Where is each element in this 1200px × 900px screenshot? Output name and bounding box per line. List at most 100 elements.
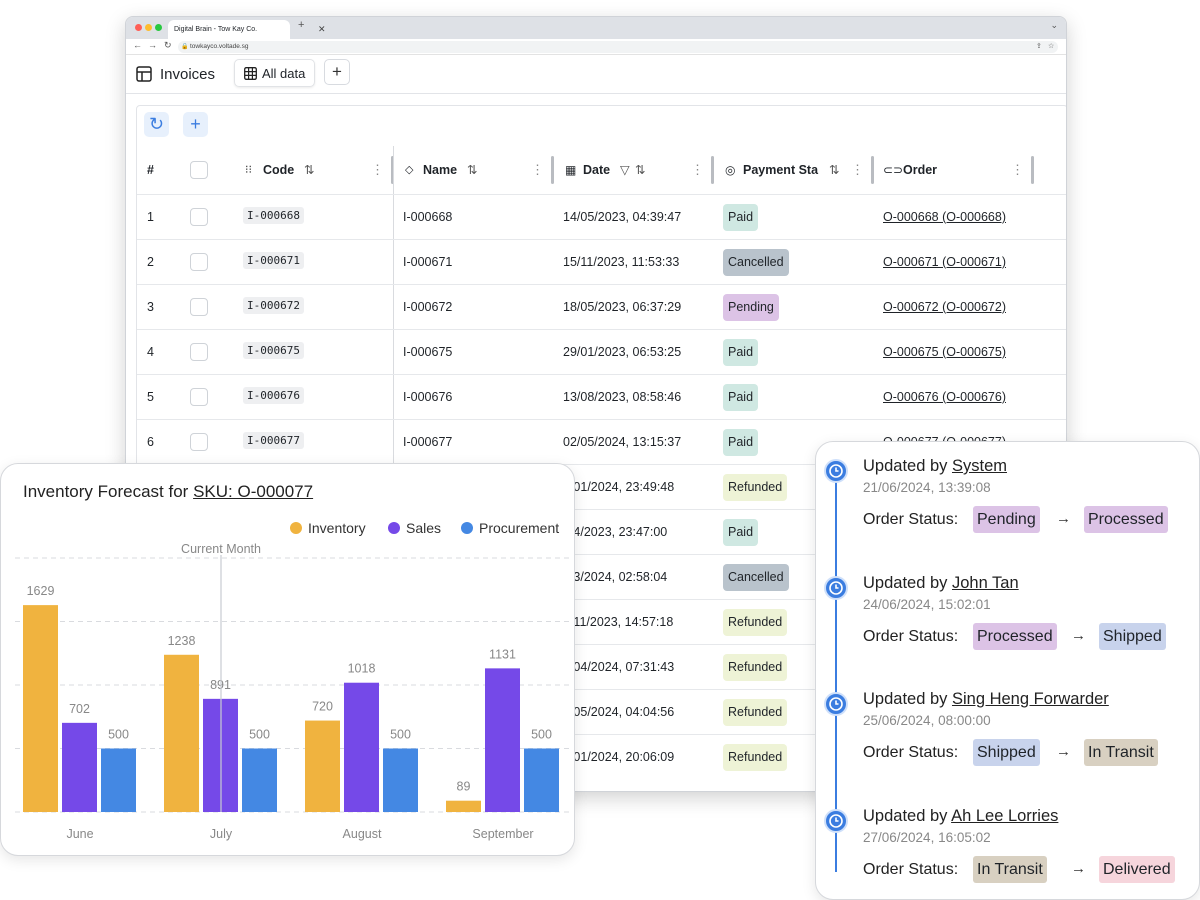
date-cell: 29/01/2023, 06:53:25 <box>563 345 682 359</box>
inventory-forecast-card: Inventory Forecast for SKU: O-000077 Inv… <box>0 463 575 856</box>
timeline-line <box>835 462 837 872</box>
order-link[interactable]: O-000668 (O-000668) <box>883 210 1006 224</box>
column-header-date[interactable]: Date <box>583 163 611 177</box>
row-index: 5 <box>147 390 154 404</box>
sku-link[interactable]: SKU: O-000077 <box>193 482 314 501</box>
back-icon[interactable]: ← <box>133 40 142 50</box>
maximize-window-dot[interactable] <box>155 24 162 31</box>
x-tick-label: September <box>472 827 533 841</box>
column-menu-icon[interactable]: ⋮ <box>1011 162 1024 177</box>
legend-swatch <box>461 522 473 534</box>
column-resize-handle[interactable] <box>391 156 394 184</box>
bar <box>242 748 277 812</box>
close-tab-icon[interactable]: ✕ <box>318 24 326 34</box>
timeline-entry-date: 24/06/2024, 15:02:01 <box>863 596 991 612</box>
url-input[interactable]: 🔒 towkayco.voltade.sg ⇪ ☆ <box>178 41 1058 53</box>
column-resize-handle[interactable] <box>871 156 874 184</box>
status-badge: Refunded <box>723 474 788 501</box>
new-tab-icon[interactable]: + <box>298 19 305 31</box>
order-link[interactable]: O-000675 (O-000675) <box>883 345 1006 359</box>
app-header: Invoices All data + <box>126 55 1066 94</box>
column-menu-icon[interactable]: ⋮ <box>531 162 544 177</box>
table-row[interactable]: 9/01/2024, 23:49:48 Refunded <box>137 464 1066 509</box>
bar <box>62 722 97 812</box>
column-menu-icon[interactable]: ⋮ <box>371 162 384 177</box>
minimize-window-dot[interactable] <box>145 24 152 31</box>
table-row[interactable]: 2 I-000671 I-000671 15/11/2023, 11:53:33 Can… <box>137 239 1066 284</box>
row-checkbox[interactable] <box>190 208 208 226</box>
column-resize-handle[interactable] <box>1031 156 1034 184</box>
column-header-code[interactable]: Code <box>263 163 295 177</box>
user-link[interactable]: Ah Lee Lorries <box>951 806 1059 825</box>
column-resize-handle[interactable] <box>551 156 554 184</box>
code-cell: I-000676 <box>243 387 304 404</box>
close-window-dot[interactable] <box>135 24 142 31</box>
table-card: ↻ + # ⁝⁝ Code ⇅ ⋮ ◇ Name ⇅ ⋮ ▦ Date ▽ ⇅ … <box>136 105 1066 791</box>
table-row[interactable]: 5 I-000676 I-000676 13/08/2023, 08:58:46 Pai… <box>137 374 1066 419</box>
column-header-payment-status[interactable]: Payment Sta <box>743 163 819 177</box>
date-cell: 3/05/2024, 04:04:56 <box>563 705 675 719</box>
table-row[interactable]: /04/2023, 23:47:00 Paid <box>137 509 1066 554</box>
column-header-order[interactable]: Order <box>903 163 938 177</box>
date-cell: 15/11/2023, 11:53:33 <box>563 255 680 269</box>
status-badge: Paid <box>723 519 759 546</box>
row-checkbox[interactable] <box>190 388 208 406</box>
updated-by-label: Updated by <box>863 690 952 708</box>
column-resize-handle[interactable] <box>711 156 714 184</box>
date-cell: /03/2024, 02:58:04 <box>563 570 668 584</box>
order-link[interactable]: O-000676 (O-000676) <box>883 390 1006 404</box>
data-label: 500 <box>390 728 411 742</box>
data-label: 500 <box>531 728 552 742</box>
page-title: Invoices <box>160 66 216 83</box>
select-all-checkbox[interactable] <box>190 161 208 179</box>
date-cell: 7/01/2024, 20:06:09 <box>563 750 675 764</box>
chevron-down-icon[interactable]: ⌄ <box>1050 20 1058 30</box>
filter-icon[interactable]: ▽ <box>620 163 630 177</box>
user-link[interactable]: Sing Heng Forwarder <box>951 690 1109 708</box>
table-row[interactable]: 3/05/2024, 04:04:56 Refunded <box>137 689 1066 734</box>
table-row[interactable]: 7/01/2024, 20:06:09 Refunded <box>137 734 1066 779</box>
table-row[interactable]: 3 I-000672 I-000672 18/05/2023, 06:37:29 Pen… <box>137 284 1066 329</box>
arrow-right-icon: → <box>1071 859 1086 877</box>
row-checkbox[interactable] <box>190 253 208 271</box>
reload-icon[interactable]: ↻ <box>164 40 172 50</box>
name-cell: I-000672 <box>403 300 453 314</box>
date-cell: 02/05/2024, 13:15:37 <box>563 435 682 449</box>
row-checkbox[interactable] <box>190 298 208 316</box>
sort-icon[interactable]: ⇅ <box>829 163 840 177</box>
bar <box>344 682 379 812</box>
user-link[interactable]: System <box>951 457 1007 475</box>
user-link[interactable]: John Tan <box>951 573 1019 592</box>
column-header-index: # <box>147 163 154 177</box>
status-badge: Pending <box>723 294 779 321</box>
table-row[interactable]: 4/11/2023, 14:57:18 Refunded <box>137 599 1066 644</box>
table-row[interactable]: /03/2024, 02:58:04 Cancelled <box>137 554 1066 599</box>
forward-icon[interactable]: → <box>148 40 157 50</box>
table-row[interactable]: 4 I-000675 I-000675 29/01/2023, 06:53:25 Pai… <box>137 329 1066 374</box>
row-checkbox[interactable] <box>190 343 208 361</box>
column-menu-icon[interactable]: ⋮ <box>851 162 864 177</box>
star-icon[interactable]: ☆ <box>1048 43 1055 50</box>
bar <box>23 605 58 812</box>
add-record-button[interactable]: + <box>183 112 208 137</box>
tab-all-data[interactable]: All data <box>234 59 315 87</box>
sort-icon[interactable]: ⇅ <box>635 163 646 177</box>
column-header-name[interactable]: Name <box>423 163 458 177</box>
code-cell: I-000675 <box>243 342 304 359</box>
status-badge: Refunded <box>723 609 788 636</box>
sort-icon[interactable]: ⇅ <box>304 163 315 177</box>
row-index: 6 <box>147 435 154 449</box>
order-link[interactable]: O-000671 (O-000671) <box>883 255 1006 269</box>
tab-all-data-label: All data <box>262 66 306 81</box>
sort-icon[interactable]: ⇅ <box>467 163 478 177</box>
column-menu-icon[interactable]: ⋮ <box>691 162 704 177</box>
bar <box>383 748 418 812</box>
refresh-button[interactable]: ↻ <box>144 112 169 137</box>
browser-tab[interactable]: Digital Brain - Tow Kay Co. ✕ <box>168 20 326 39</box>
order-link[interactable]: O-000672 (O-000672) <box>883 300 1006 314</box>
add-view-button[interactable]: + <box>324 59 350 85</box>
table-row[interactable]: 1 I-000668 I-000668 14/05/2023, 04:39:47 Pai… <box>137 194 1066 239</box>
row-checkbox[interactable] <box>190 433 208 451</box>
table-row[interactable]: 7/04/2024, 07:31:43 Refunded <box>137 644 1066 689</box>
share-icon[interactable]: ⇪ <box>1036 43 1042 50</box>
